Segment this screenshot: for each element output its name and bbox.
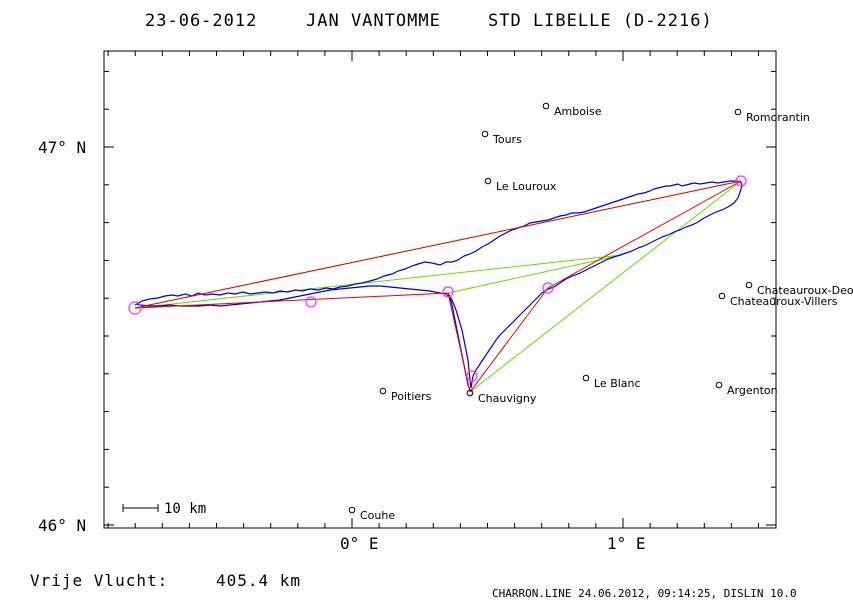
place-label-romorantin: Romorantin: [746, 111, 810, 124]
sector-line: [469, 180, 742, 393]
place-label-chauvigny: Chauvigny: [478, 392, 537, 405]
scale-bar: 10 km: [122, 501, 206, 517]
place-marker: [484, 177, 492, 185]
place-label-chateauroux-villers: Chateauroux-Villers: [730, 295, 838, 308]
track-leg-4: [447, 292, 472, 389]
place-label-chateauroux-deols: Chateauroux-Deols: [757, 284, 853, 297]
distance-value: 405.4 km: [216, 571, 301, 590]
place-label-couhe: Couhe: [360, 509, 395, 522]
lat-label-46: 46° N: [38, 516, 86, 535]
place-label-le-louroux: Le Louroux: [496, 180, 557, 193]
place-marker: [348, 506, 356, 514]
title-pilot: JAN VANTOMME: [306, 11, 441, 31]
place-label-le-blanc: Le Blanc: [594, 377, 641, 390]
place-label-tours: Tours: [492, 133, 522, 146]
scale-bar-label: 10 km: [164, 501, 206, 517]
places: Amboise Romorantin Tours Le Louroux Chat…: [348, 102, 853, 522]
place-marker: [466, 389, 474, 397]
lon-label-1: 1° E: [607, 534, 646, 553]
track-inbound-west: [470, 181, 743, 389]
task-leg: [134, 180, 742, 309]
title-glider: STD LIBELLE (D-2216): [488, 11, 713, 31]
lat-label-47: 47° N: [38, 138, 86, 157]
task-leg: [469, 287, 549, 393]
turnpoint-marker: [305, 296, 317, 308]
sector-line: [134, 254, 623, 309]
axis-ticks: [104, 51, 776, 528]
turnpoint-marker: [128, 301, 142, 315]
lon-label-0: 0° E: [340, 534, 379, 553]
place-marker: [542, 102, 550, 110]
distance-label: Vrije Vlucht:: [30, 571, 168, 590]
plot-frame: [103, 50, 777, 529]
task-leg: [134, 292, 449, 309]
place-marker: [734, 108, 742, 116]
flight-track: [134, 180, 743, 393]
track-outbound: [134, 180, 742, 306]
turnpoints: [128, 175, 747, 382]
turnpoint-marker: [442, 286, 454, 298]
task-legs: [134, 180, 742, 393]
turnpoint-marker: [542, 282, 554, 294]
title-date: 23-06-2012: [145, 11, 257, 31]
place-marker: [582, 374, 590, 382]
turnpoint-marker: [735, 175, 747, 187]
turnpoint-marker: [466, 370, 478, 382]
task-leg: [447, 292, 471, 393]
place-label-amboise: Amboise: [554, 105, 602, 118]
sector-line: [447, 254, 623, 294]
file-info: CHARRON.LINE 24.06.2012, 09:14:25, DISLI…: [492, 587, 797, 600]
place-label-argenton: Argenton: [727, 384, 778, 397]
place-label-poitiers: Poitiers: [391, 390, 432, 403]
place-marker: [715, 381, 723, 389]
sector-lines: [134, 180, 742, 393]
task-leg: [547, 180, 742, 289]
place-marker: [718, 292, 726, 300]
place-marker: [379, 387, 387, 395]
place-marker: [481, 130, 489, 138]
place-marker: [745, 281, 753, 289]
sector-line: [135, 308, 470, 392]
track-leg-3: [136, 285, 472, 393]
